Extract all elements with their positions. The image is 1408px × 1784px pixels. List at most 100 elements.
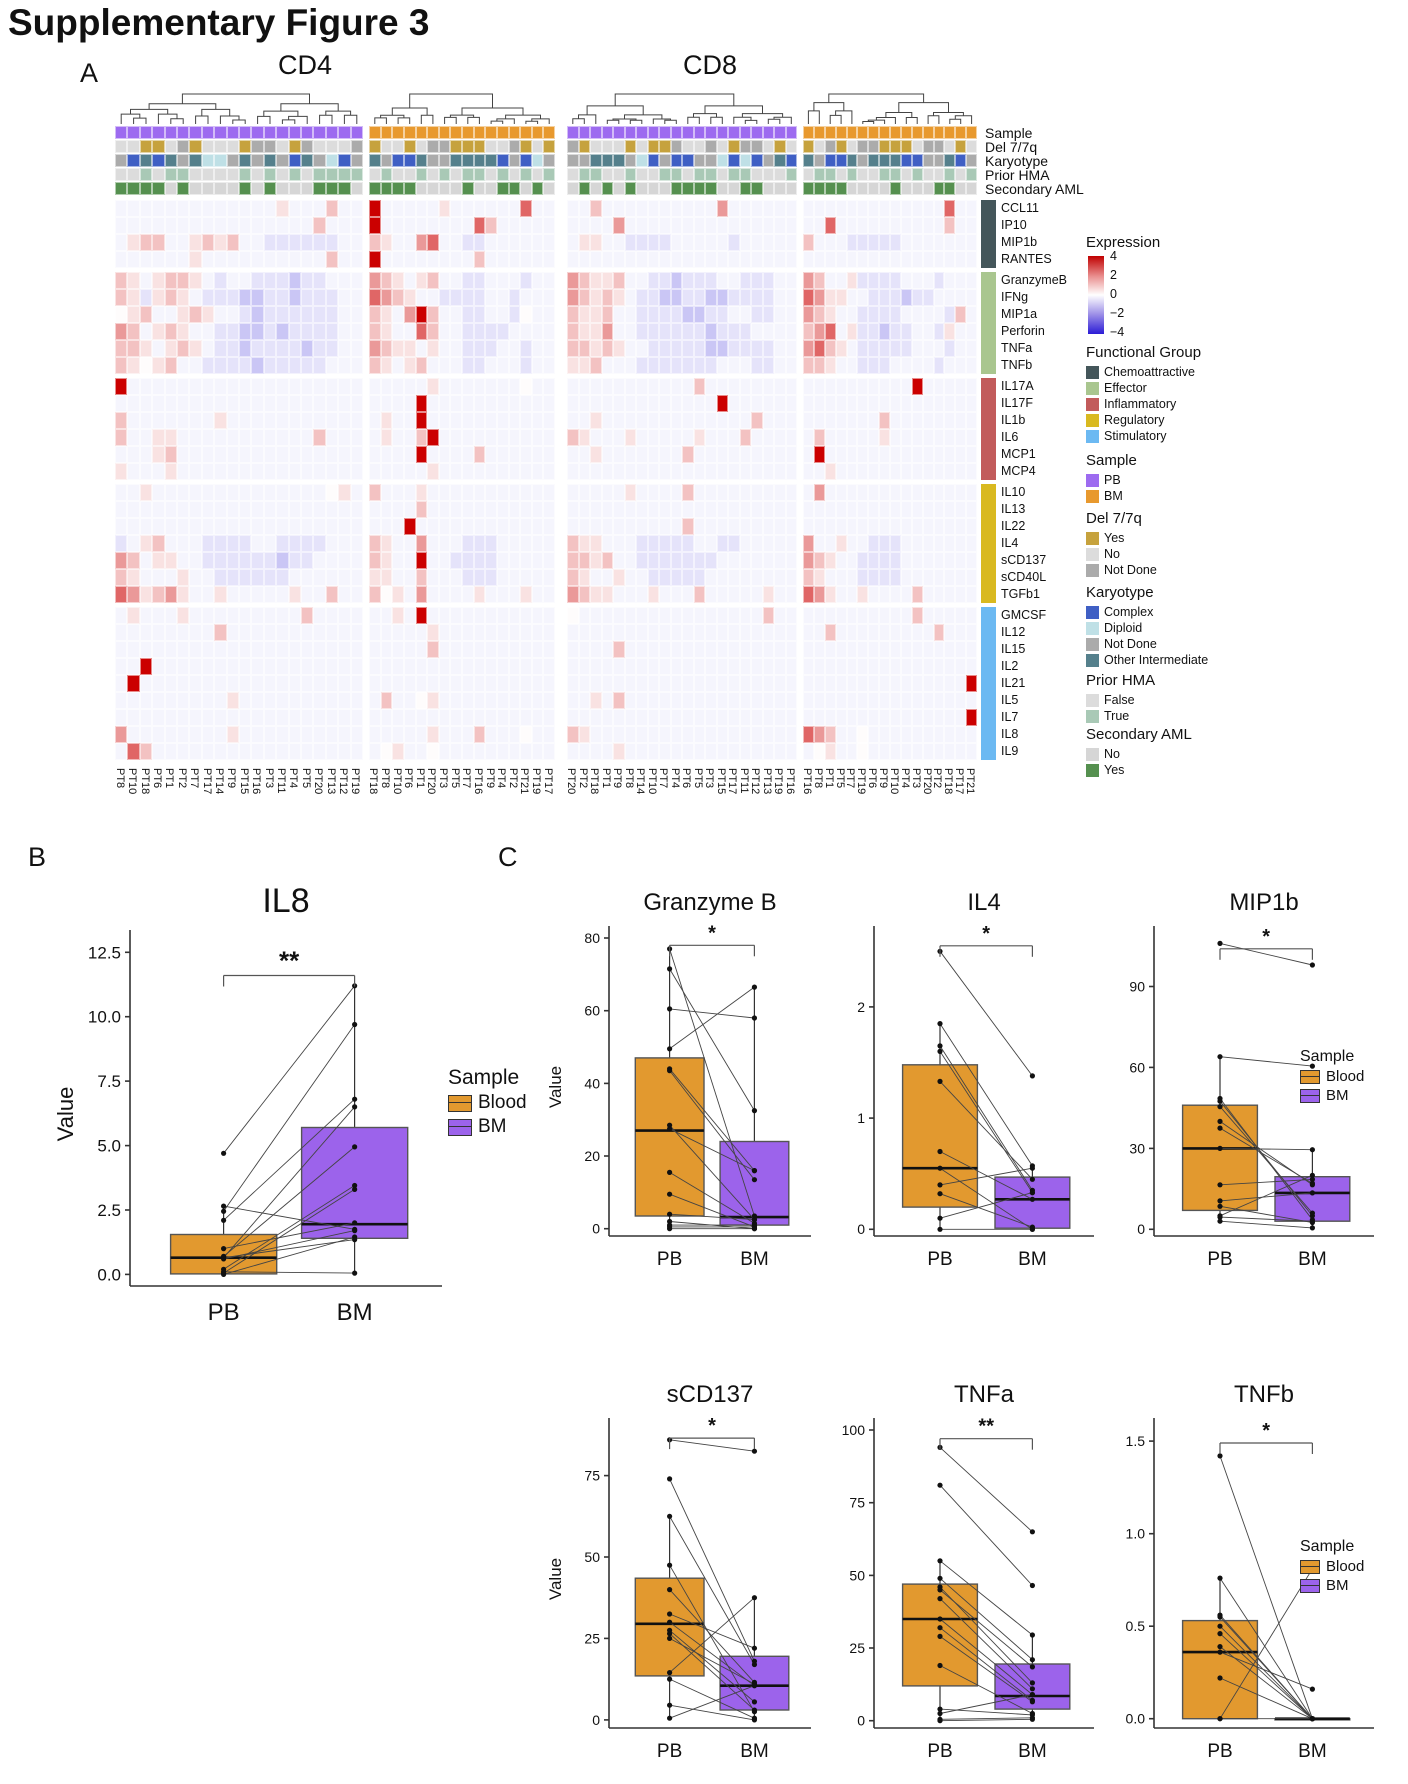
heatmap-cell bbox=[496, 569, 509, 586]
heatmap-cell bbox=[201, 200, 215, 217]
heatmap-cell bbox=[762, 217, 774, 234]
heatmap-cell bbox=[152, 586, 165, 603]
heatmap-cell bbox=[659, 272, 671, 289]
heatmap-cell bbox=[846, 378, 858, 395]
heatmap-cell bbox=[152, 501, 165, 518]
heatmap-cell bbox=[177, 484, 190, 501]
heatmap-cell bbox=[578, 395, 590, 412]
heatmap-cell bbox=[189, 743, 202, 760]
annotation-cell bbox=[313, 140, 326, 153]
heatmap-cell bbox=[739, 675, 751, 692]
heatmap-cell bbox=[879, 501, 890, 518]
heatmap-cell bbox=[139, 378, 153, 395]
heatmap-cell bbox=[263, 357, 277, 374]
svg-text:1: 1 bbox=[857, 1110, 865, 1126]
svg-text:0.0: 0.0 bbox=[1126, 1711, 1146, 1727]
heatmap-cell bbox=[301, 586, 314, 603]
heatmap-cell bbox=[846, 743, 858, 760]
heatmap-cell bbox=[670, 429, 682, 446]
heatmap-column-label: PT13 bbox=[760, 768, 773, 795]
heatmap-cell bbox=[728, 709, 740, 726]
heatmap-cell bbox=[164, 658, 177, 675]
heatmap-cell bbox=[543, 323, 555, 340]
heatmap-cell bbox=[647, 743, 659, 760]
heatmap-cell bbox=[613, 743, 625, 760]
heatmap-cell bbox=[239, 272, 252, 289]
heatmap-cell bbox=[325, 446, 339, 463]
heatmap-cell bbox=[911, 289, 923, 306]
heatmap-cell bbox=[944, 726, 956, 743]
heatmap-cell bbox=[450, 251, 462, 268]
rowgroup-strip-segment bbox=[981, 484, 996, 603]
legend-swatch bbox=[1086, 563, 1099, 577]
heatmap-cell bbox=[578, 446, 590, 463]
legend-item: Blood bbox=[1300, 1558, 1364, 1575]
heatmap-cell bbox=[226, 463, 239, 480]
heatmap-cell bbox=[900, 552, 912, 569]
heatmap-cell bbox=[682, 726, 694, 743]
heatmap-cell bbox=[966, 484, 977, 501]
heatmap-cell bbox=[716, 535, 728, 552]
heatmap-cell bbox=[427, 323, 439, 340]
heatmap-cell bbox=[369, 607, 381, 624]
heatmap-cell bbox=[739, 429, 751, 446]
annotation-cell bbox=[350, 140, 363, 153]
heatmap-cell bbox=[813, 658, 825, 675]
heatmap-cell bbox=[127, 607, 140, 624]
annotation-track-label: Prior HMA bbox=[985, 167, 1050, 183]
heatmap-cell bbox=[325, 675, 339, 692]
annotation-cell bbox=[613, 182, 625, 195]
heatmap-cell bbox=[857, 323, 869, 340]
heatmap-cell bbox=[543, 289, 555, 306]
heatmap-cell bbox=[276, 378, 289, 395]
heatmap-cell bbox=[520, 709, 532, 726]
heatmap-cell bbox=[189, 569, 202, 586]
heatmap-cell bbox=[403, 378, 416, 395]
heatmap-cell bbox=[152, 535, 165, 552]
heatmap-cell bbox=[276, 569, 289, 586]
annotation-cell bbox=[774, 140, 786, 153]
heatmap-cell bbox=[415, 535, 428, 552]
heatmap-cell bbox=[590, 234, 602, 251]
heatmap-cell bbox=[301, 484, 314, 501]
heatmap-cell bbox=[152, 607, 165, 624]
heatmap-cell bbox=[438, 412, 451, 429]
heatmap-cell bbox=[567, 552, 579, 569]
annotation-cell bbox=[251, 154, 264, 167]
svg-text:2: 2 bbox=[857, 999, 865, 1015]
heatmap-cell bbox=[508, 501, 521, 518]
annotation-cell bbox=[693, 168, 705, 181]
heatmap-cell bbox=[152, 552, 165, 569]
heatmap-cell bbox=[263, 217, 277, 234]
heatmap-cell bbox=[670, 446, 682, 463]
heatmap-cell bbox=[520, 658, 532, 675]
heatmap-cell bbox=[813, 272, 825, 289]
heatmap-cell bbox=[590, 323, 602, 340]
heatmap-cell bbox=[578, 272, 590, 289]
heatmap-cell bbox=[716, 200, 728, 217]
heatmap-cell bbox=[496, 624, 509, 641]
heatmap-cell bbox=[380, 586, 393, 603]
heatmap-cell bbox=[301, 323, 314, 340]
heatmap-cell bbox=[955, 323, 967, 340]
heatmap-cell bbox=[739, 251, 751, 268]
annotation-cell bbox=[164, 168, 177, 181]
annotation-cell bbox=[705, 182, 717, 195]
heatmap-cell bbox=[728, 323, 740, 340]
annotation-cell bbox=[276, 140, 289, 153]
heatmap-cell bbox=[670, 272, 682, 289]
heatmap-cell bbox=[313, 484, 326, 501]
heatmap-cell bbox=[716, 378, 728, 395]
annotation-cell bbox=[590, 168, 602, 181]
heatmap-cell bbox=[276, 234, 289, 251]
heatmap-cell bbox=[911, 586, 923, 603]
heatmap-cell bbox=[438, 586, 451, 603]
annotation-cell bbox=[803, 168, 814, 181]
heatmap-cell bbox=[647, 518, 659, 535]
annotation-cell bbox=[164, 154, 177, 167]
heatmap-cell bbox=[201, 378, 215, 395]
heatmap-cell bbox=[276, 306, 289, 323]
heatmap-cell bbox=[955, 429, 967, 446]
annotation-cell bbox=[139, 126, 153, 139]
heatmap-cell bbox=[636, 446, 648, 463]
